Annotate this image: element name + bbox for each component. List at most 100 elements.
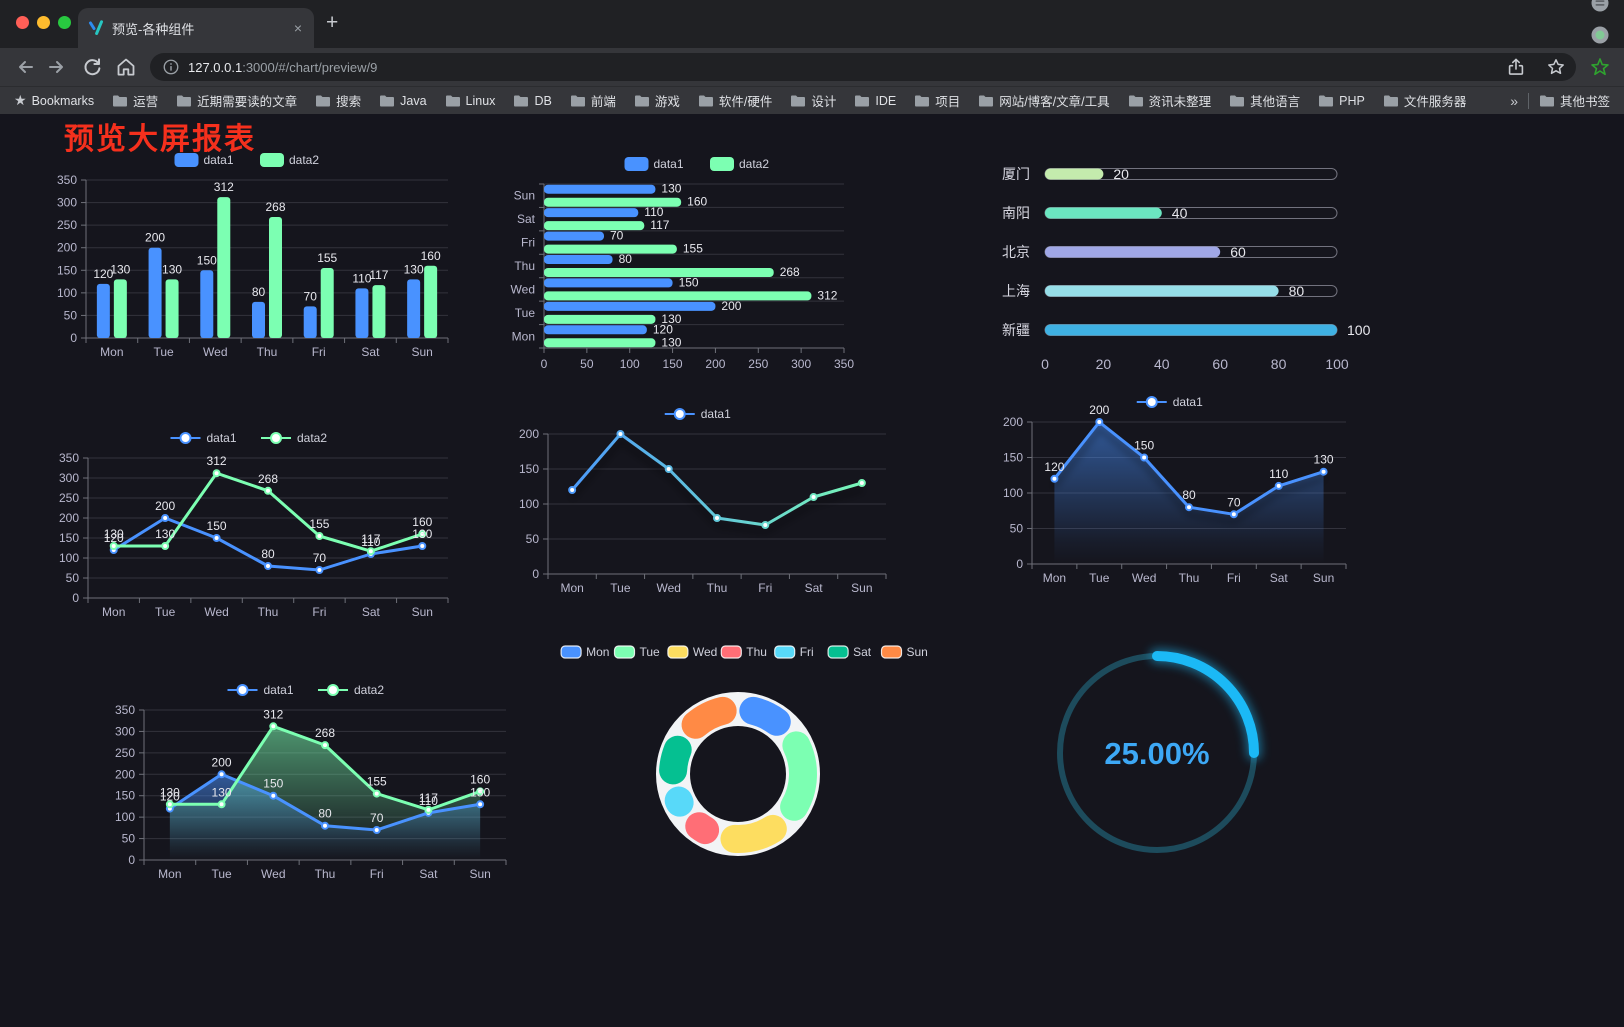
svg-text:0: 0 — [128, 853, 135, 867]
svg-text:40: 40 — [1154, 356, 1170, 372]
titlebar: 预览-各种组件 × + — [0, 0, 1624, 48]
chart-line-gradient[interactable]: 0 50 100 150 200 Mon Tue Wed Thu Fri Sat Sun data1 — [502, 400, 900, 600]
svg-text:312: 312 — [817, 288, 837, 302]
svg-text:250: 250 — [57, 218, 77, 232]
green-star-extension-icon[interactable] — [1584, 51, 1616, 83]
chart-gauge[interactable]: 25.00% — [1040, 640, 1280, 876]
page-info-icon[interactable] — [162, 58, 180, 76]
svg-text:Thu: Thu — [258, 605, 279, 619]
bookmark-folder[interactable]: 搜索 — [315, 91, 361, 110]
svg-text:Sun: Sun — [907, 645, 928, 659]
tab-title: 预览-各种组件 — [112, 21, 195, 37]
bookmark-folder[interactable]: 网站/博客/文章/工具 — [978, 91, 1110, 110]
chart-donut[interactable]: Mon Tue Wed Thu Fri Sat Sun — [548, 636, 940, 992]
bookmark-folder[interactable]: 项目 — [914, 91, 960, 110]
svg-text:Fri: Fri — [758, 581, 772, 595]
svg-text:80: 80 — [1289, 283, 1305, 299]
svg-text:120: 120 — [160, 790, 180, 804]
url-host: 127.0.0.1 — [188, 59, 243, 75]
bookmark-folder-label: Linux — [465, 93, 496, 108]
bookmark-folder[interactable]: 软件/硬件 — [698, 91, 772, 110]
bookmark-folder[interactable]: 运营 — [112, 91, 158, 110]
svg-text:Mon: Mon — [560, 581, 583, 595]
new-tab-button[interactable]: + — [326, 11, 339, 34]
svg-text:data1: data1 — [701, 407, 731, 421]
bookmark-folder[interactable]: 设计 — [790, 91, 836, 110]
bookmark-folder[interactable]: 近期需要读的文章 — [176, 91, 297, 110]
url-bar[interactable]: 127.0.0.1:3000/#/chart/preview/9 — [150, 53, 1576, 81]
forward-icon[interactable] — [42, 51, 74, 83]
bookmark-folder[interactable]: Java — [379, 91, 427, 110]
bookmark-folder[interactable]: IDE — [854, 91, 896, 110]
browser-tab[interactable]: 预览-各种组件 × — [78, 8, 314, 48]
svg-text:300: 300 — [59, 471, 79, 485]
folder-icon — [514, 95, 529, 106]
svg-text:130: 130 — [155, 527, 175, 541]
chart-bar-horizontal[interactable]: 0 50 100 150 200 250 300 350 Sun 130 160 Sat 110 117 F… — [500, 150, 900, 374]
bookmark-star-icon[interactable] — [1540, 51, 1572, 83]
svg-text:Tue: Tue — [515, 306, 536, 320]
svg-text:350: 350 — [57, 173, 77, 187]
svg-text:80: 80 — [252, 285, 266, 299]
reload-icon[interactable] — [76, 51, 108, 83]
svg-text:110: 110 — [419, 794, 438, 808]
close-window-button[interactable] — [16, 16, 29, 29]
bookmark-folder[interactable]: 游戏 — [634, 91, 680, 110]
bookmark-folder[interactable]: 前端 — [570, 91, 616, 110]
toolbar: 127.0.0.1:3000/#/chart/preview/9 9 — [0, 0, 1624, 203]
svg-text:Sun: Sun — [412, 605, 433, 619]
svg-text:Thu: Thu — [746, 645, 767, 659]
svg-text:Thu: Thu — [315, 867, 336, 881]
svg-text:60: 60 — [1230, 244, 1246, 260]
svg-text:Tue: Tue — [1089, 571, 1110, 585]
svg-text:Sat: Sat — [853, 645, 872, 659]
bookmark-folder[interactable]: 资讯未整理 — [1128, 91, 1211, 110]
svg-text:Tue: Tue — [155, 605, 176, 619]
back-icon[interactable] — [8, 51, 40, 83]
svg-text:200: 200 — [115, 767, 135, 781]
bookmark-folder[interactable]: 其他语言 — [1229, 91, 1300, 110]
svg-text:Wed: Wed — [1132, 571, 1156, 585]
chart-bar-vertical[interactable]: 0 50 100 150 200 250 300 350 Mon Tue Wed Thu Fri Sat S… — [40, 146, 460, 366]
bookmark-folder-label: PHP — [1339, 93, 1365, 108]
other-bookmarks-folder[interactable]: 其他书签 — [1539, 91, 1610, 110]
bookmark-folder[interactable]: Linux — [445, 91, 496, 110]
svg-text:110: 110 — [644, 205, 663, 219]
svg-text:200: 200 — [155, 499, 175, 513]
svg-text:150: 150 — [663, 357, 683, 371]
folder-icon — [915, 95, 930, 106]
chart-area-single[interactable]: 0 50 100 150 200 Mon Tue Wed Thu Fri Sat Sun 120 200 1… — [986, 388, 1360, 590]
svg-text:160: 160 — [687, 195, 707, 209]
svg-text:300: 300 — [57, 196, 77, 210]
svg-text:南阳: 南阳 — [1002, 205, 1030, 221]
svg-text:130: 130 — [661, 182, 681, 196]
bookmarks-manager[interactable]: ★ Bookmarks — [14, 92, 94, 109]
svg-text:Mon: Mon — [1043, 571, 1066, 585]
bookmark-folder[interactable]: PHP — [1318, 91, 1365, 110]
svg-text:312: 312 — [207, 454, 227, 468]
maximize-window-button[interactable] — [58, 16, 71, 29]
monkey-extension-icon[interactable] — [1584, 0, 1616, 19]
svg-text:150: 150 — [197, 253, 217, 267]
chart-area-two-series[interactable]: 0 50 100 150 200 250 300 350 Mon Tue Wed Thu Fri Sat S… — [98, 676, 520, 886]
folder-icon — [570, 95, 585, 106]
bookmark-folder[interactable]: DB — [513, 91, 552, 110]
bookmarks-right: » 其他书签 — [1510, 91, 1610, 110]
svg-text:100: 100 — [1325, 356, 1349, 372]
svg-text:250: 250 — [115, 746, 135, 760]
chart-city-progress[interactable]: 厦门 20 南阳 40 北京 60 上海 80 新疆 100 0 20 40 60 80 100 — [988, 160, 1380, 390]
share-icon[interactable] — [1500, 51, 1532, 83]
svg-text:Sun: Sun — [469, 867, 490, 881]
record-extension-icon[interactable] — [1584, 19, 1616, 51]
minimize-window-button[interactable] — [37, 16, 50, 29]
svg-text:150: 150 — [263, 777, 283, 791]
svg-text:20: 20 — [1096, 356, 1112, 372]
favicon-icon — [88, 20, 104, 36]
bookmark-folder[interactable]: 文件服务器 — [1383, 91, 1466, 110]
home-icon[interactable] — [110, 51, 142, 83]
tab-close-icon[interactable]: × — [293, 20, 302, 36]
bookmarks-overflow-icon[interactable]: » — [1510, 92, 1518, 109]
svg-text:120: 120 — [104, 531, 124, 545]
svg-text:268: 268 — [780, 265, 800, 279]
chart-line-two-series[interactable]: 0 50 100 150 200 250 300 350 Mon Tue Wed Thu Fri Sat S… — [42, 424, 462, 624]
